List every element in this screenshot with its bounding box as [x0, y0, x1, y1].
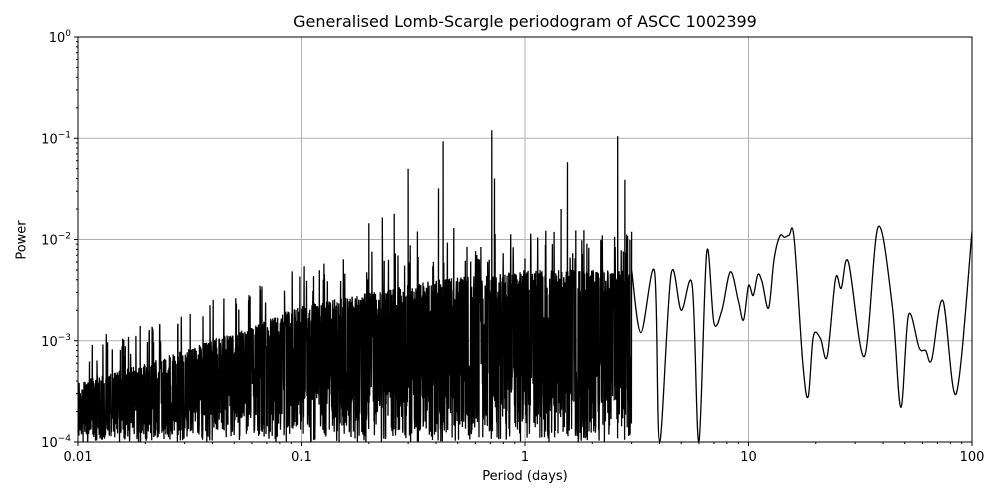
y-tick-label: 10−2	[41, 232, 71, 249]
y-tick-label: 10−4	[41, 434, 71, 451]
chart-title: Generalised Lomb-Scargle periodogram of …	[293, 12, 757, 31]
x-tick-label: 10	[740, 450, 757, 465]
y-tick-label: 10−3	[41, 333, 71, 350]
x-tick-label: 0.1	[291, 450, 312, 465]
x-axis-ticks: 0.01 0.1 1 10 100	[64, 442, 985, 465]
x-tick-label: 1	[521, 450, 529, 465]
periodogram-series	[78, 130, 972, 442]
x-tick-label: 100	[960, 450, 985, 465]
y-tick-label: 100	[49, 29, 72, 46]
x-axis-label: Period (days)	[482, 469, 568, 484]
y-axis-ticks: 10−4 10−3 10−2 10−1 100	[41, 29, 78, 451]
periodogram-line	[78, 130, 972, 442]
y-tick-label: 10−1	[41, 130, 71, 147]
x-tick-label: 0.01	[64, 450, 93, 465]
